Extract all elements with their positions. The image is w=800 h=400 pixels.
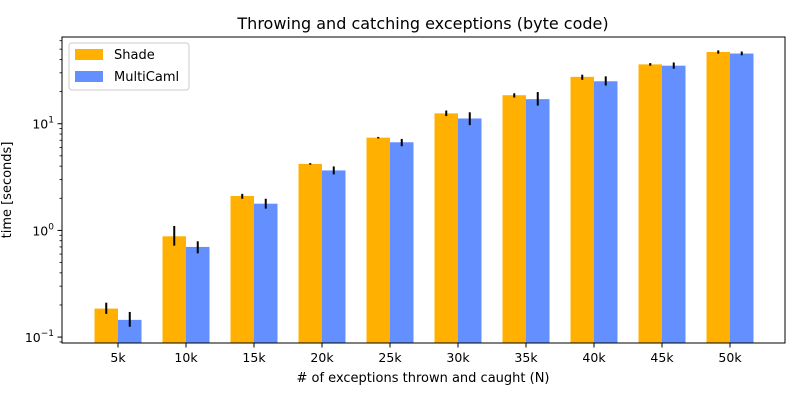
bars-layer [94, 52, 754, 344]
x-axis-label: # of exceptions thrown and caught (N) [296, 371, 549, 386]
y-tick-label-10: 101 [32, 116, 54, 132]
x-tick-label-35k: 35k [514, 350, 538, 365]
y-tick-label-1: 100 [32, 222, 54, 238]
bar-multicaml-15k [254, 203, 278, 343]
bar-shade-5k [94, 308, 118, 343]
legend-label-shade: Shade [114, 48, 155, 63]
bar-multicaml-25k [390, 142, 414, 343]
y-axis-label: time [seconds] [0, 142, 15, 239]
x-tick-label-15k: 15k [242, 350, 266, 365]
legend-label-multicaml: MultiCaml [114, 70, 179, 85]
bar-shade-45k [638, 64, 662, 343]
bar-multicaml-35k [526, 99, 550, 343]
bar-multicaml-50k [730, 53, 754, 343]
error-bars-layer [105, 50, 743, 327]
bar-shade-20k [298, 163, 322, 343]
bar-shade-30k [434, 113, 458, 343]
bar-shade-15k [230, 196, 254, 343]
bar-shade-10k [162, 236, 186, 343]
x-tick-label-45k: 45k [650, 350, 674, 365]
bar-multicaml-45k [662, 65, 686, 343]
chart-title: Throwing and catching exceptions (byte c… [236, 14, 608, 33]
legend-swatch-multicaml [75, 71, 103, 82]
bar-shade-25k [366, 137, 390, 343]
x-tick-label-25k: 25k [378, 350, 402, 365]
x-tick-label-30k: 30k [446, 350, 470, 365]
x-tick-label-40k: 40k [582, 350, 606, 365]
bar-shade-40k [570, 76, 594, 344]
x-tick-label-10k: 10k [174, 350, 198, 365]
bar-multicaml-40k [594, 81, 618, 344]
axes-frame [61, 36, 786, 344]
legend: Shade MultiCaml [68, 42, 190, 91]
x-tick-label-5k: 5k [110, 350, 126, 365]
x-tick-label-50k: 50k [718, 350, 742, 365]
bar-multicaml-20k [322, 170, 346, 343]
bar-multicaml-5k [118, 319, 142, 343]
bar-multicaml-30k [458, 118, 482, 343]
x-axis-ticks: 5k 10k 15k 20k 25k 30k 35k 40k 45k 50k [110, 343, 742, 365]
x-tick-label-20k: 20k [310, 350, 334, 365]
y-axis-ticks: 10−1 100 101 [25, 40, 62, 345]
y-tick-label-0.1: 10−1 [25, 329, 54, 345]
bar-multicaml-10k [186, 246, 210, 343]
bar-shade-35k [502, 95, 526, 343]
bar-shade-50k [706, 52, 730, 343]
legend-swatch-shade [75, 49, 103, 60]
